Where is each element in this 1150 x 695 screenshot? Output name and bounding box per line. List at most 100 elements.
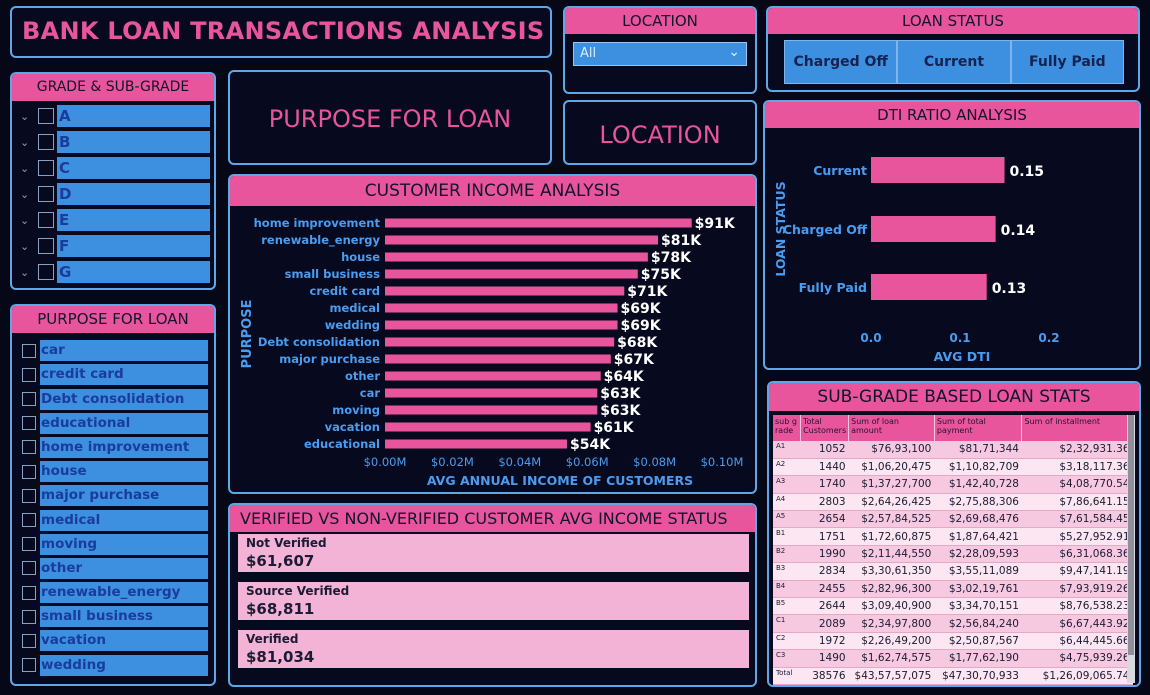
income-chart-panel: CUSTOMER INCOME ANALYSIS home improvemen… — [228, 174, 757, 494]
table-row: A5 2654 $2,57,84,525 $2,69,68,476 $7,61,584.… — [773, 510, 1133, 529]
column-header[interactable]: Sum of loan amount — [848, 415, 935, 441]
loan-status-header: LOAN STATUS — [768, 8, 1138, 34]
table-row: B4 2455 $2,82,96,300 $3,02,19,761 $7,93,919.… — [773, 580, 1133, 599]
scrollbar-thumb[interactable] — [1128, 415, 1134, 655]
status-button-current[interactable]: Current — [897, 40, 1011, 84]
table-cell: $7,86,641.15 — [1021, 493, 1133, 512]
table-row: B5 2644 $3,09,40,900 $3,34,70,151 $8,76,538.… — [773, 597, 1133, 616]
checkbox[interactable] — [22, 488, 36, 503]
income-chart: home improvement $91K renewable_energy $81K… — [240, 216, 743, 488]
table-cell: $1,72,60,875 — [848, 527, 935, 546]
purpose-item-label: house — [40, 461, 208, 483]
table-row: A1 1052 $76,93,100 $81,71,344 $2,32,931.36 — [773, 441, 1133, 459]
column-header[interactable]: Sum of total payment — [934, 415, 1023, 441]
chevron-down-icon[interactable]: ⌄ — [20, 265, 30, 279]
table-cell: $1,87,64,421 — [934, 527, 1022, 546]
purpose-item-renewable-energy[interactable]: renewable_energy — [22, 582, 214, 604]
chevron-down-icon[interactable]: ⌄ — [20, 109, 30, 123]
checkbox[interactable] — [22, 585, 36, 600]
table-cell: $2,69,68,476 — [934, 510, 1022, 529]
grade-item-g[interactable]: ⌄ G — [20, 261, 214, 283]
table-row: A2 1440 $1,06,20,475 $1,10,82,709 $3,18,117.… — [773, 458, 1133, 477]
column-header[interactable]: Sum of installment — [1021, 415, 1133, 441]
checkbox[interactable] — [38, 264, 54, 280]
checkbox[interactable] — [22, 609, 36, 624]
table-cell: 1990 — [800, 545, 849, 564]
grade-item-label: D — [57, 183, 210, 205]
checkbox[interactable] — [22, 464, 36, 479]
checkbox[interactable] — [38, 186, 54, 202]
purpose-item-small-business[interactable]: small business — [22, 606, 214, 628]
grade-item-b[interactable]: ⌄ B — [20, 131, 214, 153]
column-header[interactable]: sub g rade — [773, 415, 802, 441]
bar — [385, 337, 615, 347]
checkbox[interactable] — [38, 160, 54, 176]
table-cell: 2654 — [800, 510, 849, 529]
nav-location-label: LOCATION — [599, 121, 721, 149]
purpose-item-label: car — [40, 340, 208, 362]
table-cell: 2455 — [800, 580, 849, 599]
checkbox[interactable] — [22, 537, 36, 552]
table-cell: $6,31,068.36 — [1021, 545, 1133, 564]
chevron-down-icon[interactable]: ⌄ — [20, 213, 30, 227]
purpose-item-home-improvement[interactable]: home improvement — [22, 436, 214, 458]
x-tick-label: $0.04M — [498, 455, 541, 469]
bar — [385, 269, 638, 279]
purpose-item-medical[interactable]: medical — [22, 509, 214, 531]
purpose-item-other[interactable]: other — [22, 557, 214, 579]
chevron-down-icon[interactable]: ⌄ — [20, 239, 30, 253]
bar — [385, 422, 591, 432]
table-cell: B4 — [773, 580, 801, 599]
purpose-item-car[interactable]: car — [22, 340, 214, 362]
table-cell: A2 — [773, 458, 801, 477]
purpose-item-wedding[interactable]: wedding — [22, 654, 214, 676]
nav-location-button[interactable]: LOCATION — [563, 100, 757, 165]
purpose-item-vacation[interactable]: vacation — [22, 630, 214, 652]
checkbox[interactable] — [38, 238, 54, 254]
chevron-down-icon[interactable]: ⌄ — [20, 161, 30, 175]
purpose-item-house[interactable]: house — [22, 461, 214, 483]
purpose-item-moving[interactable]: moving — [22, 533, 214, 555]
chevron-down-icon[interactable]: ⌄ — [20, 187, 30, 201]
grade-item-e[interactable]: ⌄ E — [20, 209, 214, 231]
grade-item-d[interactable]: ⌄ D — [20, 183, 214, 205]
checkbox[interactable] — [22, 416, 36, 431]
location-dropdown[interactable]: All ⌄ — [573, 42, 747, 66]
checkbox[interactable] — [22, 343, 36, 358]
purpose-item-label: other — [40, 557, 208, 579]
table-row: C2 1972 $2,26,49,200 $2,50,87,567 $6,44,445.… — [773, 632, 1133, 651]
table-scrollbar[interactable] — [1127, 415, 1135, 683]
table-cell: $2,82,96,300 — [848, 580, 935, 599]
table-cell: 1751 — [800, 527, 849, 546]
status-button-charged-off[interactable]: Charged Off — [784, 40, 898, 84]
purpose-item-credit-card[interactable]: credit card — [22, 364, 214, 386]
checkbox[interactable] — [22, 561, 36, 576]
purpose-item-educational[interactable]: educational — [22, 412, 214, 434]
bar — [871, 216, 996, 242]
purpose-item-major-purchase[interactable]: major purchase — [22, 485, 214, 507]
column-header[interactable]: Total Customers — [800, 415, 850, 441]
bar — [385, 235, 658, 245]
checkbox[interactable] — [38, 134, 54, 150]
location-filter: LOCATION All ⌄ — [563, 6, 757, 94]
checkbox[interactable] — [22, 513, 36, 527]
nav-purpose-button[interactable]: PURPOSE FOR LOAN — [228, 70, 552, 165]
purpose-item-label: Debt consolidation — [40, 388, 208, 410]
checkbox[interactable] — [38, 108, 54, 124]
status-button-fully-paid[interactable]: Fully Paid — [1010, 40, 1124, 84]
table-cell: $1,62,74,575 — [848, 649, 935, 668]
checkbox[interactable] — [22, 392, 36, 407]
purpose-item-debt-consolidation[interactable]: Debt consolidation — [22, 388, 214, 410]
checkbox[interactable] — [22, 440, 36, 455]
grade-item-f[interactable]: ⌄ F — [20, 235, 214, 257]
checkbox[interactable] — [22, 633, 36, 648]
checkbox[interactable] — [22, 658, 36, 673]
table-cell: $76,93,100 — [848, 441, 935, 459]
y-axis-label: PURPOSE — [240, 300, 255, 369]
grade-item-c[interactable]: ⌄ C — [20, 157, 214, 179]
checkbox[interactable] — [38, 212, 54, 228]
chevron-down-icon[interactable]: ⌄ — [20, 135, 30, 149]
grade-item-a[interactable]: ⌄ A — [20, 105, 214, 127]
table-cell: 2803 — [800, 493, 849, 512]
checkbox[interactable] — [22, 367, 36, 382]
